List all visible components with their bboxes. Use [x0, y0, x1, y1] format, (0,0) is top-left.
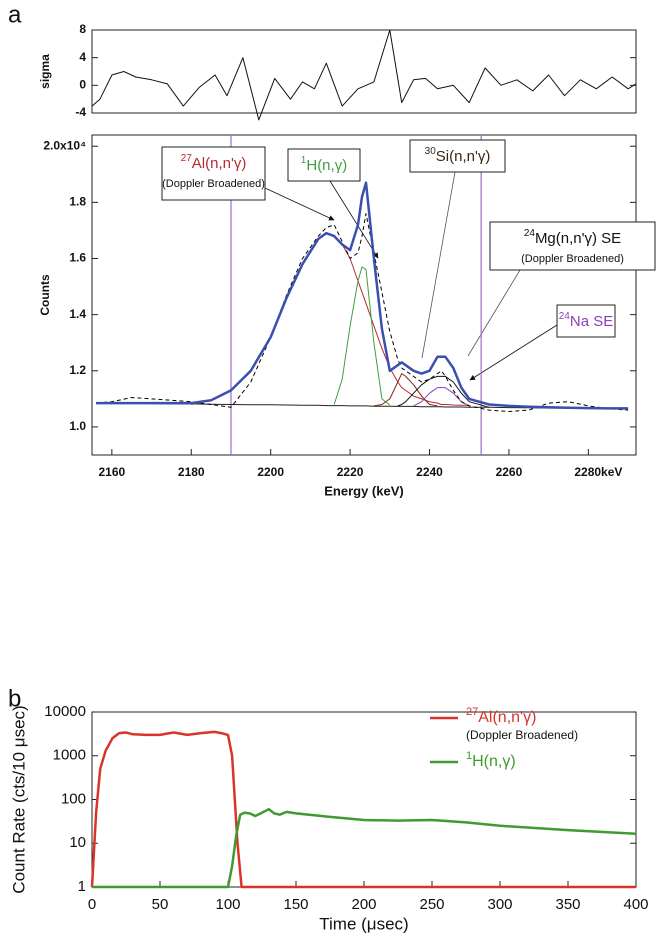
legend-mass: 27: [466, 706, 478, 718]
x-axis-label: Energy (keV): [324, 483, 403, 498]
x-tick-label: 150: [283, 896, 308, 913]
series-line: [373, 373, 438, 407]
annotation-label: 24Mg(n,n'γ) SE: [524, 228, 621, 247]
annotation-box: [161, 146, 266, 201]
x-tick-label: 2260: [496, 465, 523, 479]
annotation-box: [489, 221, 656, 271]
annotation-mass: 27: [181, 153, 193, 164]
x-tick-label: 250: [419, 896, 444, 913]
panel-label: b: [8, 685, 21, 712]
callout-arrow: [264, 187, 335, 221]
annotation-text: Si(n,n'γ): [436, 148, 491, 165]
x-tick-label: 100: [215, 896, 240, 913]
annotation-box: [409, 139, 506, 173]
series-line: [91, 29, 637, 121]
annotation-box: [287, 148, 361, 182]
legend-name: H(n,γ): [472, 753, 516, 770]
series-line: [90, 730, 636, 889]
annotation-text: Al(n,n'γ): [192, 155, 247, 172]
y-tick-label: 1: [78, 878, 86, 895]
annotation-box: [556, 304, 616, 338]
series-line: [397, 375, 490, 408]
panel-label: a: [8, 1, 22, 28]
legend-mass: 1: [466, 750, 472, 762]
y-axis-label: Counts: [38, 274, 52, 316]
annotation-text: Mg(n,n'γ) SE: [535, 230, 621, 247]
callout-arrow: [329, 180, 379, 259]
y-tick-label: 100: [61, 790, 86, 807]
annotation-label: 30Si(n,n'γ): [425, 146, 491, 165]
series-line: [333, 266, 391, 406]
y-tick-label: 10: [69, 834, 86, 851]
y-tick-label: 8: [79, 22, 86, 36]
x-tick-label: 300: [487, 896, 512, 913]
callout-line: [421, 171, 456, 359]
x-tick-label: 2240: [416, 465, 443, 479]
legend-name: Al(n,n'γ): [478, 709, 536, 726]
y-tick-label: -4: [75, 105, 86, 119]
x-tick-label: 2200: [257, 465, 284, 479]
y-tick-label: 2.0x10⁴: [43, 138, 86, 152]
plot-frame: [91, 29, 637, 114]
annotation-text: Na SE: [570, 313, 613, 330]
x-tick-label: 50: [152, 896, 169, 913]
annotation-mass: 24: [524, 228, 536, 239]
y-tick-label: 1.2: [69, 363, 86, 377]
series-line: [92, 807, 637, 889]
legend-note: (Doppler Broadened): [466, 728, 578, 742]
y-tick-label: 0: [79, 78, 86, 92]
y-tick-label: 4: [79, 50, 86, 64]
x-tick-label: 2280keV: [574, 465, 622, 479]
series-line: [413, 387, 470, 407]
plot-frame: [91, 134, 637, 456]
x-tick-label: 0: [88, 896, 96, 913]
x-tick-label: 400: [623, 896, 648, 913]
x-tick-label: 2180: [178, 465, 205, 479]
annotation-mass: 1: [301, 155, 307, 166]
annotation-mass: 30: [425, 146, 437, 157]
callout-arrow: [469, 324, 558, 381]
y-tick-label: 1.0: [69, 419, 86, 433]
y-axis-label: Count Rate (cts/10 μsec): [9, 705, 28, 893]
annotation-mass: 24: [559, 311, 571, 322]
y-tick-label: 1.8: [69, 195, 86, 209]
x-tick-label: 2220: [337, 465, 364, 479]
series-line: [95, 213, 629, 412]
annotation-label: 27Al(n,n'γ): [181, 153, 247, 172]
x-axis-label: Time (μsec): [319, 914, 408, 933]
y-tick-label: 1000: [53, 747, 86, 764]
annotation-text: H(n,γ): [306, 157, 347, 174]
series-line: [96, 181, 629, 410]
y-tick-label: 1.6: [69, 251, 86, 265]
y-tick-label: 10000: [44, 703, 86, 720]
x-tick-label: 200: [351, 896, 376, 913]
annotation-note: (Doppler Broadened): [521, 253, 624, 265]
callout-lines: [264, 171, 558, 381]
y-axis-label: sigma: [38, 54, 52, 89]
annotation-label: 1H(n,γ): [301, 155, 347, 174]
callout-line: [467, 269, 521, 357]
x-tick-label: 350: [555, 896, 580, 913]
x-tick-label: 2160: [99, 465, 126, 479]
legend-label: 1H(n,γ): [466, 750, 516, 770]
y-tick-label: 1.4: [69, 307, 86, 321]
annotation-note: (Doppler Broadened): [162, 178, 265, 190]
annotation-label: 24Na SE: [559, 311, 613, 330]
legend-label: 27Al(n,n'γ): [466, 706, 536, 726]
